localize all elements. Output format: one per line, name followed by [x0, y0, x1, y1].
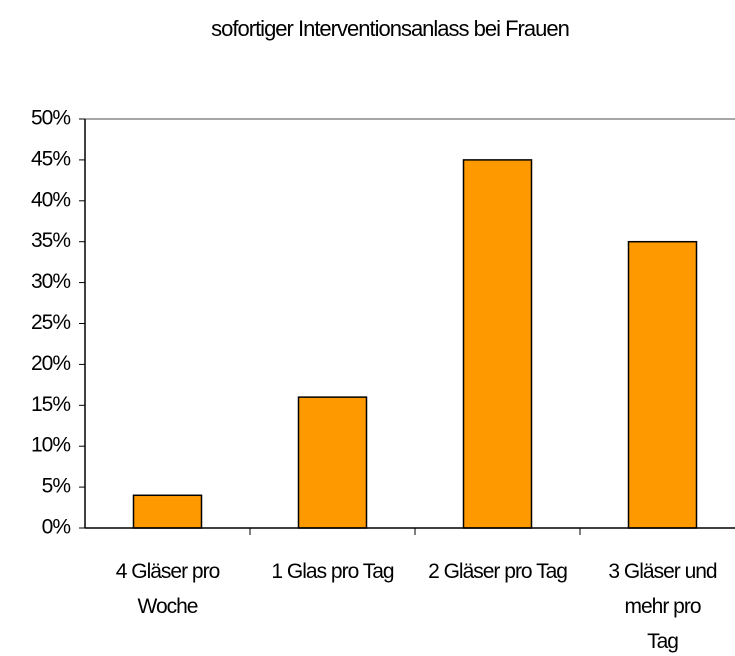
bar — [462, 159, 533, 529]
x-tick-label: 4 Gläser pro Woche — [115, 560, 221, 618]
y-tick-label: 50% — [31, 107, 70, 130]
y-tick-label: 30% — [31, 270, 70, 293]
y-tick-label: 15% — [31, 393, 70, 416]
x-tick-label: 3 Gläser und mehr pro Tag — [608, 560, 717, 653]
bar — [297, 396, 368, 529]
y-tick-label: 25% — [31, 311, 70, 334]
x-tick-label: 2 Gläser pro Tag — [428, 560, 568, 583]
y-tick-label: 35% — [31, 229, 70, 252]
bar — [132, 494, 203, 529]
chart-title: sofortiger Interventionsanlass bei Fraue… — [211, 16, 569, 41]
y-tick-label: 40% — [31, 188, 70, 211]
y-tick-label: 45% — [31, 147, 70, 170]
bar — [627, 240, 698, 529]
x-tick-label: 1 Glas pro Tag — [271, 560, 394, 583]
y-tick-label: 10% — [31, 434, 70, 457]
y-tick-label: 20% — [31, 352, 70, 375]
y-tick-label: 5% — [42, 475, 71, 498]
y-tick-label: 0% — [42, 516, 71, 539]
